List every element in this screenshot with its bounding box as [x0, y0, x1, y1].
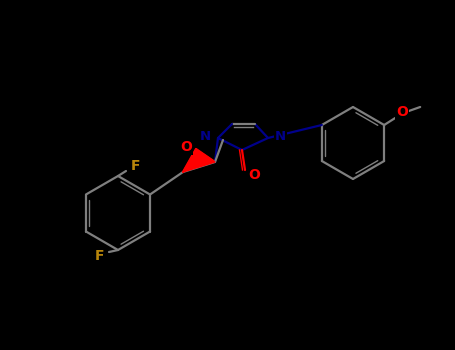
Text: O: O [396, 105, 408, 119]
Text: F: F [130, 159, 140, 173]
Text: N: N [275, 130, 286, 142]
Text: O: O [180, 140, 192, 154]
Text: O: O [248, 168, 260, 182]
Text: N: N [200, 130, 211, 142]
Polygon shape [183, 149, 215, 172]
Text: F: F [94, 249, 104, 263]
